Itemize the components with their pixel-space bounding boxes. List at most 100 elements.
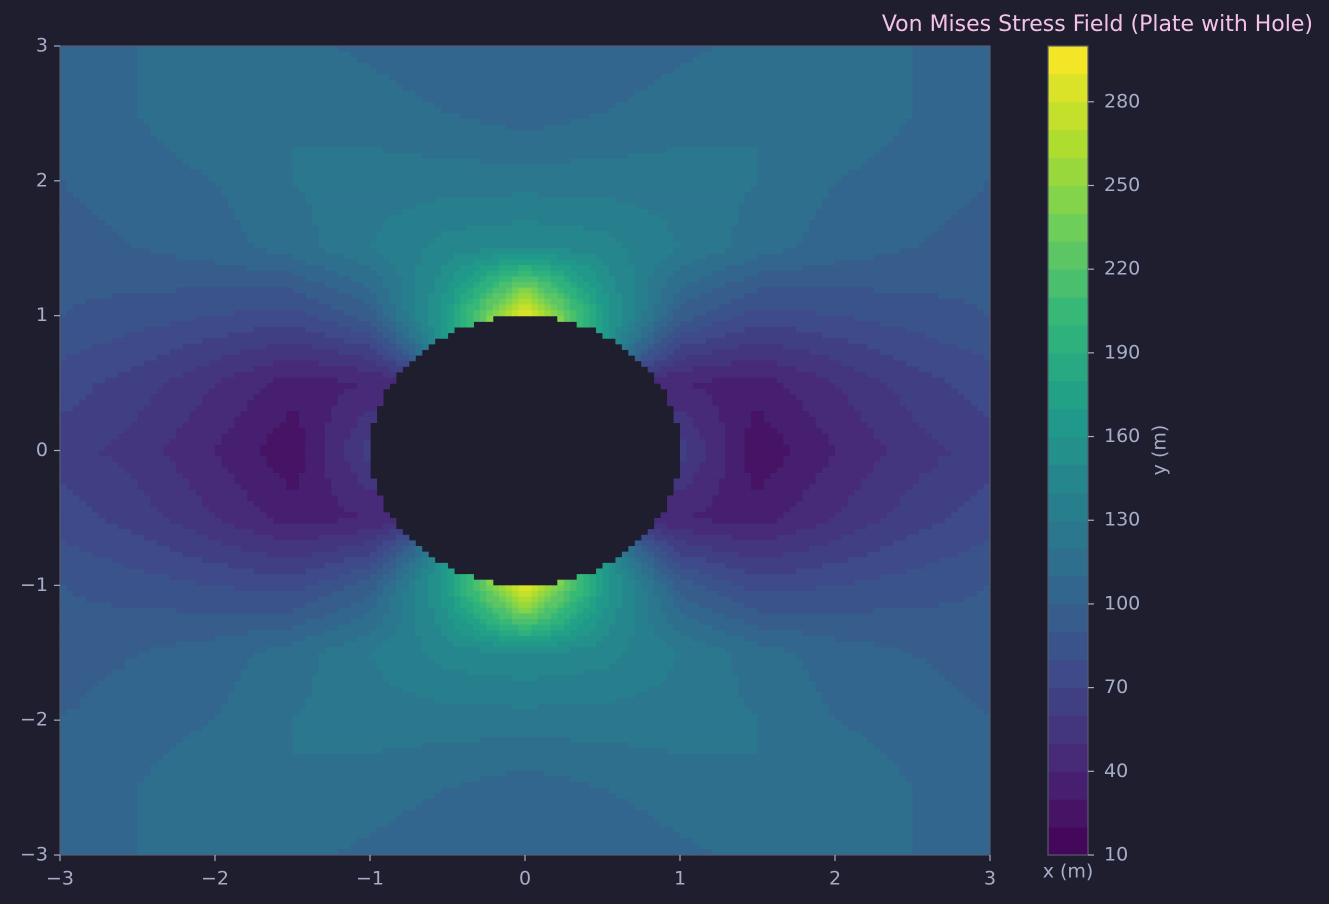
contour-cell — [525, 281, 539, 289]
contour-cell — [938, 293, 990, 300]
contour-cell — [215, 259, 294, 266]
contour-cell — [370, 366, 390, 373]
contour-cell — [680, 557, 707, 564]
contour-cell — [60, 332, 126, 339]
contour-cell — [208, 506, 216, 513]
contour-cell — [680, 647, 726, 654]
contour-cell — [854, 489, 907, 497]
contour-cell — [938, 225, 990, 232]
contour-cell — [912, 242, 920, 249]
contour-cell — [847, 394, 901, 401]
contour-cell — [596, 590, 604, 598]
contour-cell — [680, 214, 739, 221]
contour-cell — [641, 326, 655, 334]
contour-cell — [944, 220, 990, 227]
contour-cell — [802, 231, 836, 238]
contour-cell — [137, 62, 216, 70]
contour-field — [60, 46, 990, 855]
contour-cell — [621, 304, 636, 311]
contour-cell — [557, 579, 565, 586]
contour-cell — [828, 461, 836, 468]
contour-cell — [137, 113, 216, 120]
contour-cell — [550, 624, 565, 631]
contour-cell — [525, 658, 604, 665]
contour-cell — [60, 135, 139, 143]
contour-cell — [628, 568, 636, 575]
contour-cell — [699, 467, 726, 474]
contour-cell — [215, 568, 255, 575]
contour-cell — [912, 124, 990, 131]
contour-cell — [705, 310, 746, 317]
contour-cell — [137, 669, 216, 676]
contour-cell — [602, 287, 617, 294]
contour-cell — [215, 152, 294, 159]
contour-cell — [460, 574, 468, 581]
contour-cell — [253, 326, 294, 334]
contour-cell — [137, 849, 216, 855]
contour-cell — [137, 613, 216, 620]
contour-cell — [292, 259, 307, 266]
contour-cell — [525, 810, 604, 817]
contour-cell — [111, 602, 139, 609]
contour-cell — [292, 579, 319, 586]
contour-cell — [589, 585, 597, 592]
contour-cell — [680, 74, 759, 81]
contour-cell — [680, 546, 713, 553]
contour-cell — [79, 399, 139, 407]
contour-cell — [415, 804, 449, 811]
contour-cell — [466, 590, 481, 598]
contour-cell — [680, 197, 746, 204]
contour-cell — [370, 652, 429, 659]
contour-cell — [499, 304, 507, 311]
contour-cell — [525, 62, 604, 70]
contour-cell — [415, 546, 423, 553]
contour-cell — [215, 810, 294, 817]
contour-cell — [525, 119, 571, 126]
contour-cell — [421, 647, 449, 654]
contour-cell — [518, 624, 526, 631]
contour-cell — [615, 197, 681, 204]
contour-cell — [634, 585, 642, 592]
contour-cell — [912, 495, 972, 502]
contour-cell — [176, 433, 216, 440]
contour-cell — [809, 411, 836, 418]
contour-cell — [880, 321, 914, 328]
contour-cell — [835, 90, 914, 98]
contour-cell — [124, 562, 139, 570]
contour-cell — [667, 321, 681, 328]
contour-cell — [215, 287, 294, 294]
contour-cell — [60, 534, 139, 541]
contour-cell — [977, 304, 990, 311]
contour-cell — [951, 680, 990, 688]
contour-cell — [370, 332, 384, 339]
contour-cell — [680, 371, 759, 379]
contour-cell — [796, 366, 836, 373]
contour-cell — [60, 737, 139, 744]
contour-cell — [796, 326, 836, 334]
contour-cell — [415, 574, 423, 581]
contour-cell — [718, 411, 752, 418]
colorbar-band — [1048, 213, 1088, 242]
contour-cell — [692, 529, 759, 536]
contour-cell — [964, 298, 990, 306]
contour-cell — [757, 163, 836, 171]
contour-cell — [215, 57, 294, 64]
contour-cell — [835, 826, 914, 834]
contour-cell — [583, 579, 591, 586]
contour-cell — [215, 371, 235, 379]
contour-cell — [634, 624, 655, 631]
colorbar-tick-label: 70 — [1104, 676, 1128, 698]
contour-cell — [60, 399, 80, 407]
contour-cell — [408, 568, 416, 575]
contour-cell — [137, 742, 177, 749]
contour-cell — [499, 619, 513, 626]
contour-cell — [525, 96, 604, 103]
contour-cell — [60, 804, 139, 811]
contour-cell — [292, 281, 326, 289]
contour-cell — [660, 568, 675, 575]
contour-cell — [453, 270, 474, 277]
contour-cell — [150, 647, 216, 654]
contour-cell — [641, 568, 655, 575]
contour-cell — [557, 287, 565, 294]
contour-cell — [731, 596, 759, 603]
